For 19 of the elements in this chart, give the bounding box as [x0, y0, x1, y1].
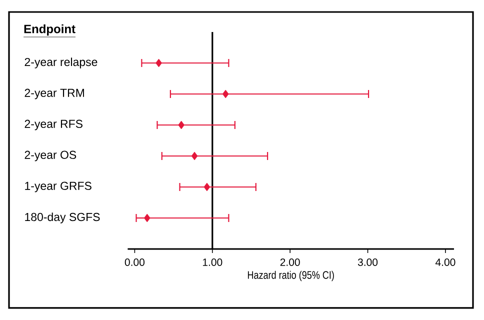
point	[178, 120, 185, 130]
x-tick-label: 3.00	[358, 258, 378, 266]
y-tick-label: 180-day SGFS	[25, 212, 100, 224]
x-tick-label: 4.00	[435, 258, 456, 266]
y-tick-label: 2-year RFS	[24, 120, 82, 130]
x-tick-label: 2.00	[280, 258, 300, 266]
chart-title: Endpoint	[24, 24, 76, 36]
point	[144, 214, 150, 222]
x-tick-label: 1.00	[202, 258, 222, 266]
point	[191, 152, 198, 160]
y-tick-label: 2-year OS	[24, 150, 76, 162]
x-tick-label: 0.00	[124, 258, 144, 266]
point	[222, 90, 229, 98]
y-tick-label: 1-year GRFS	[25, 182, 92, 192]
y-tick-label: 2-year relapse	[24, 58, 98, 68]
y-tick-label: 2-year TRM	[24, 88, 84, 100]
point	[204, 182, 210, 192]
point	[156, 58, 162, 68]
x-axis-title: Hazard ratio (95% CI)	[248, 270, 334, 282]
